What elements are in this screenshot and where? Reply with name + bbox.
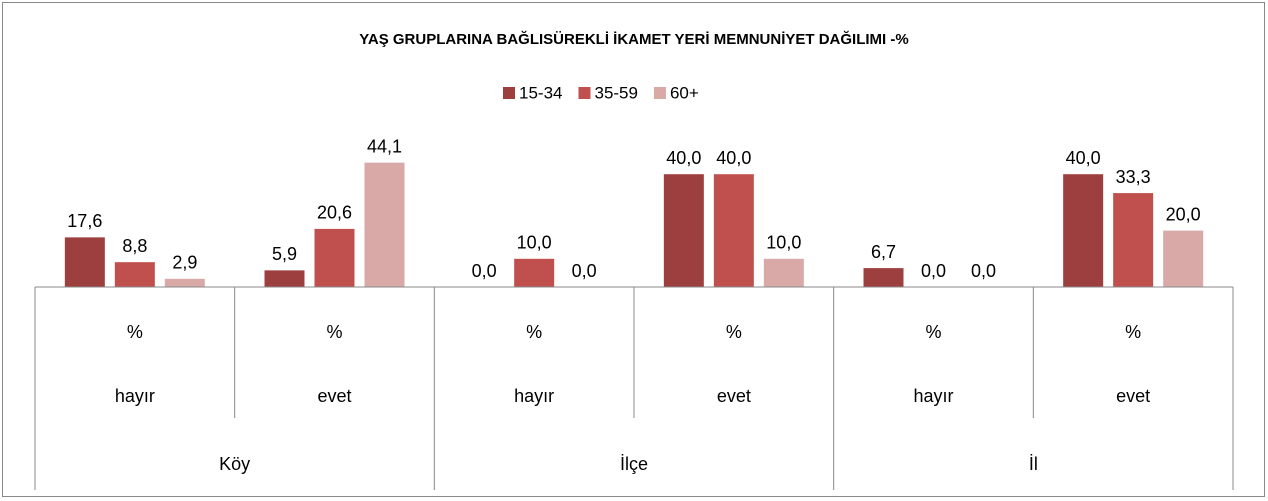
bar <box>514 258 555 287</box>
legend-label: 35-59 <box>594 83 637 102</box>
bar <box>264 270 305 287</box>
x-subcategory-label: hayır <box>514 386 554 406</box>
data-label: 5,9 <box>272 244 297 264</box>
data-label: 6,7 <box>871 242 896 262</box>
x-subcategory-label: evet <box>717 386 751 406</box>
x-tick-label: % <box>925 322 941 342</box>
chart-title: YAŞ GRUPLARINA BAĞLISÜREKLİ İKAMET YERİ … <box>359 30 908 48</box>
data-label: 10,0 <box>766 233 801 253</box>
x-subcategory-label: hayır <box>115 386 155 406</box>
bar <box>1163 230 1204 287</box>
legend-swatch <box>503 87 515 99</box>
x-tick-label: % <box>526 322 542 342</box>
data-label: 2,9 <box>172 253 197 273</box>
bar <box>763 258 804 287</box>
data-label: 10,0 <box>517 233 552 253</box>
data-label: 0,0 <box>472 261 497 281</box>
data-label: 0,0 <box>921 261 946 281</box>
data-label: 40,0 <box>1066 148 1101 168</box>
bar <box>1113 193 1154 287</box>
data-label: 33,3 <box>1116 167 1151 187</box>
data-label: 0,0 <box>971 261 996 281</box>
x-group-label: Köy <box>219 454 250 474</box>
x-tick-label: % <box>326 322 342 342</box>
legend-label: 15-34 <box>519 83 562 102</box>
x-tick-label: % <box>1125 322 1141 342</box>
bar <box>64 237 105 287</box>
data-label: 20,0 <box>1166 204 1201 224</box>
x-tick-label: % <box>726 322 742 342</box>
bar <box>1063 174 1104 287</box>
x-group-label: İlçe <box>620 454 648 474</box>
bar <box>713 174 754 287</box>
bar <box>364 162 405 287</box>
x-subcategory-label: evet <box>1116 386 1150 406</box>
bar <box>164 278 205 287</box>
x-group-label: İl <box>1029 454 1038 474</box>
bar <box>863 268 904 287</box>
data-label: 20,6 <box>317 203 352 223</box>
legend-label: 60+ <box>670 83 699 102</box>
x-subcategory-label: evet <box>317 386 351 406</box>
x-tick-label: % <box>127 322 143 342</box>
bar <box>114 262 155 287</box>
bar <box>314 228 355 287</box>
bar <box>663 174 704 287</box>
x-subcategory-label: hayır <box>913 386 953 406</box>
legend-swatch <box>653 87 666 99</box>
data-label: 8,8 <box>122 236 147 256</box>
legend-swatch <box>578 87 591 99</box>
data-label: 17,6 <box>67 211 102 231</box>
data-label: 44,1 <box>367 136 402 156</box>
data-label: 40,0 <box>666 148 701 168</box>
data-label: 40,0 <box>716 148 751 168</box>
data-label: 0,0 <box>572 261 597 281</box>
